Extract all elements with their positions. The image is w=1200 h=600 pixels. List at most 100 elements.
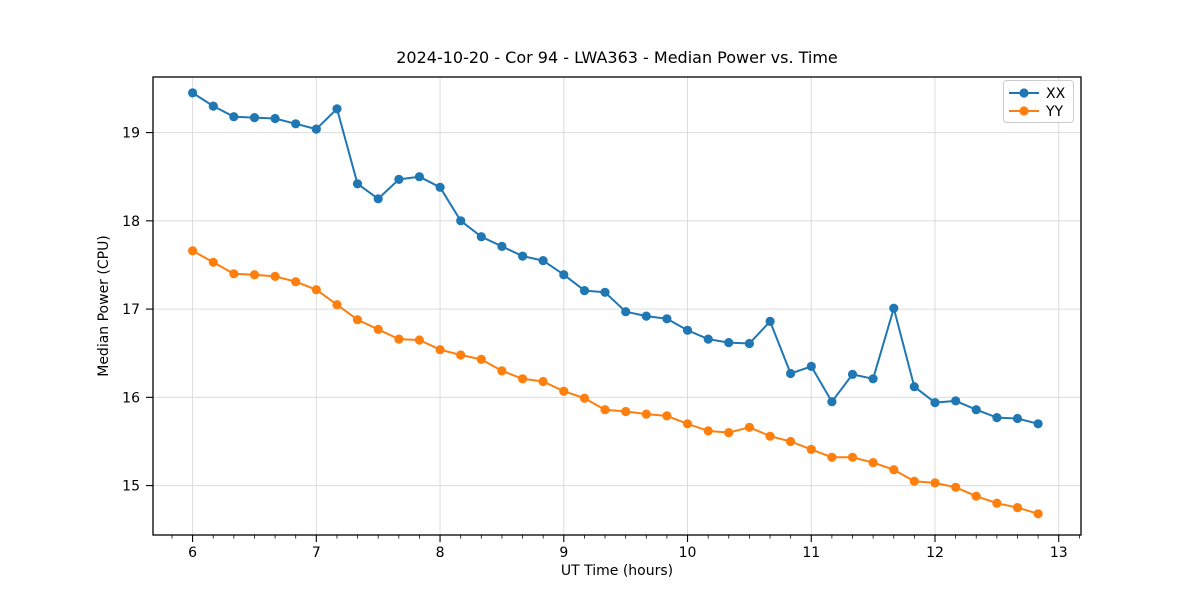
data-point-YY	[332, 300, 342, 310]
data-point-YY	[662, 411, 672, 421]
data-point-YY	[641, 409, 651, 419]
data-point-XX	[930, 398, 940, 408]
data-point-YY	[786, 436, 796, 447]
data-point-YY	[249, 270, 260, 280]
x-tick-label: 13	[1050, 545, 1068, 561]
x-tick-label: 9	[559, 545, 568, 561]
data-point-YY	[373, 324, 383, 334]
data-point-XX	[600, 287, 610, 297]
data-point-XX	[889, 303, 899, 313]
data-point-YY	[291, 277, 301, 287]
data-point-YY	[476, 354, 486, 364]
x-tick-label: 11	[802, 545, 820, 561]
data-point-YY	[868, 458, 878, 468]
legend-label-YY: YY	[1045, 104, 1064, 120]
data-point-YY	[579, 393, 590, 403]
data-point-XX	[497, 241, 507, 251]
data-point-YY	[414, 335, 424, 345]
data-point-YY	[724, 428, 734, 438]
data-point-YY	[352, 315, 363, 325]
data-point-XX	[786, 368, 796, 379]
legend-marker-XX	[1019, 88, 1029, 98]
x-tick-label: 7	[312, 545, 321, 561]
data-point-XX	[724, 338, 734, 348]
data-point-XX	[311, 124, 321, 134]
data-point-YY	[497, 366, 507, 376]
x-axis-label: UT Time (hours)	[561, 563, 673, 579]
data-point-YY	[682, 419, 693, 429]
data-point-YY	[930, 478, 940, 488]
data-point-YY	[229, 269, 239, 279]
data-point-YY	[435, 345, 445, 355]
legend: XX YY	[1003, 80, 1074, 123]
data-point-YY	[806, 444, 816, 454]
plot-area: 6 7 8 9 10 11 12 13 15 16 17 18 19 XX YY	[122, 76, 1082, 561]
legend-marker-YY	[1019, 106, 1029, 116]
data-point-XX	[744, 338, 755, 349]
data-point-XX	[352, 179, 363, 189]
data-point-XX	[270, 113, 280, 124]
data-point-XX	[951, 396, 961, 406]
data-point-YY	[827, 452, 837, 462]
data-point-XX	[847, 369, 858, 379]
data-point-XX	[682, 325, 693, 335]
legend-label-XX: XX	[1046, 86, 1066, 102]
data-point-XX	[208, 101, 218, 111]
y-tick-label: 19	[122, 126, 140, 142]
data-point-XX	[518, 251, 528, 261]
data-point-XX	[435, 182, 445, 192]
data-point-YY	[538, 376, 548, 387]
series-line-XX	[191, 91, 1040, 425]
data-point-YY	[456, 350, 466, 360]
data-point-XX	[765, 316, 775, 326]
data-point-XX	[559, 270, 569, 280]
data-point-YY	[951, 482, 961, 492]
data-point-XX	[188, 88, 198, 98]
data-point-XX	[332, 104, 342, 114]
data-point-YY	[992, 498, 1002, 508]
data-point-XX	[476, 232, 486, 242]
y-tick-label: 18	[122, 214, 140, 230]
data-point-YY	[270, 271, 280, 281]
x-tick-label: 10	[679, 545, 697, 561]
x-tick-label: 8	[436, 545, 445, 561]
data-point-YY	[1012, 503, 1023, 513]
data-point-YY	[311, 285, 321, 295]
data-point-XX	[456, 216, 466, 226]
data-point-YY	[909, 476, 919, 486]
data-point-YY	[600, 405, 610, 415]
data-point-XX	[1033, 419, 1043, 429]
data-point-XX	[827, 397, 837, 407]
data-point-XX	[909, 382, 919, 392]
data-point-YY	[188, 246, 198, 256]
data-point-YY	[518, 374, 528, 384]
data-point-XX	[249, 113, 260, 123]
data-point-YY	[847, 452, 858, 462]
data-point-YY	[765, 431, 775, 441]
data-point-XX	[394, 174, 404, 184]
data-point-XX	[229, 112, 239, 122]
data-point-XX	[1012, 413, 1023, 424]
plot-border	[152, 76, 1082, 536]
data-point-YY	[971, 491, 981, 501]
data-point-XX	[291, 119, 301, 129]
y-axis-label: Median Power (CPU)	[96, 235, 112, 377]
data-point-XX	[641, 311, 651, 321]
data-point-XX	[621, 307, 631, 317]
data-point-YY	[744, 422, 755, 432]
x-tick-label: 12	[926, 545, 944, 561]
data-point-XX	[414, 172, 424, 182]
data-point-XX	[703, 334, 713, 344]
data-point-XX	[662, 314, 672, 324]
data-point-YY	[621, 406, 631, 417]
data-point-XX	[868, 374, 878, 384]
data-point-YY	[208, 257, 218, 267]
y-tick-label: 15	[122, 479, 140, 495]
data-point-XX	[538, 256, 548, 266]
x-tick-label: 6	[188, 545, 197, 561]
chart-title: 2024-10-20 - Cor 94 - LWA363 - Median Po…	[396, 48, 838, 67]
data-point-YY	[1033, 509, 1043, 519]
data-point-YY	[394, 334, 404, 344]
